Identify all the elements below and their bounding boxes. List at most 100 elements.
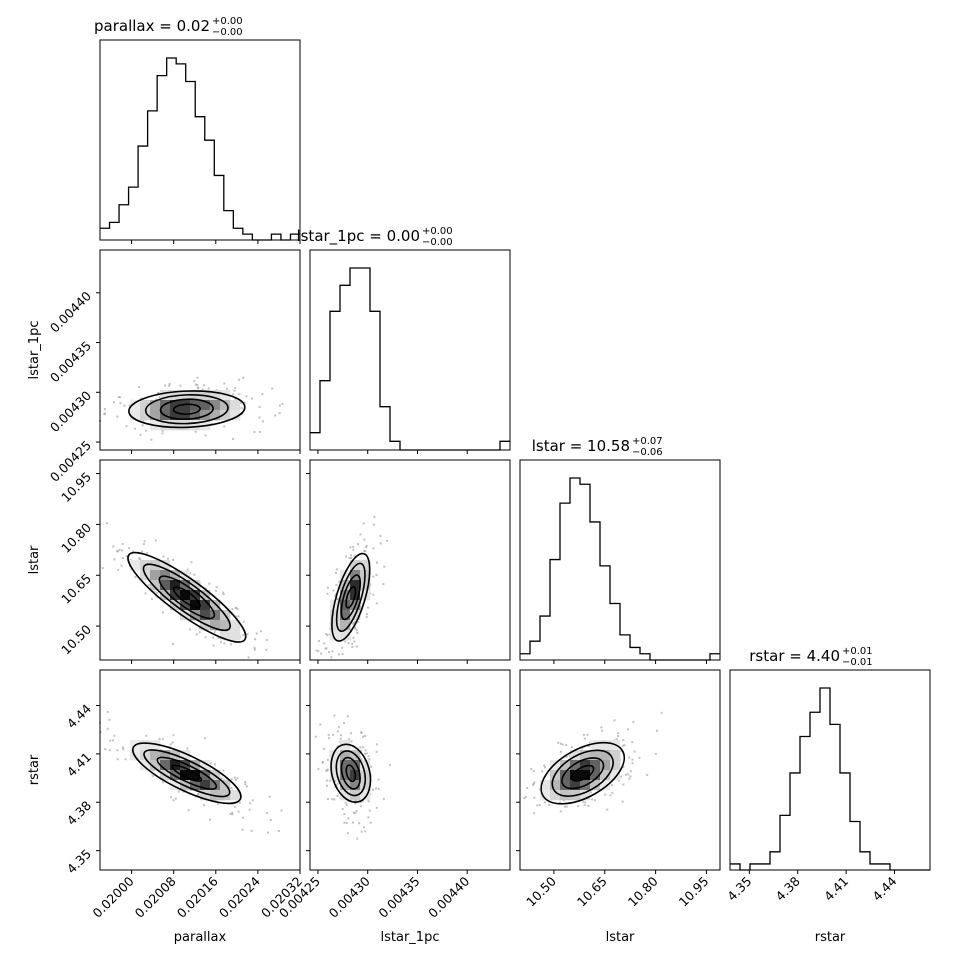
hist-panel-lstar_1pc: lstar_1pc = 0.00 +0.00−0.00 [296,226,511,454]
sample-point [617,779,620,782]
sample-point [240,407,243,410]
sample-point [145,552,148,555]
sample-point [101,567,104,570]
sample-point [356,632,359,635]
density-cell [360,580,371,591]
sample-point [106,727,109,730]
density-cell [150,580,161,591]
sample-point [359,749,362,752]
x-tick-label: 10.95 [676,874,712,910]
sample-point [222,778,225,781]
sample-point [213,631,216,634]
sample-point [128,547,131,550]
histogram-title: rstar = 4.40 [749,647,840,665]
density-cell [180,760,191,771]
density-cell [570,770,581,781]
sample-point [168,383,171,386]
sample-point [336,795,339,798]
sample-point [339,737,342,740]
contour-line [156,756,218,790]
density-cell [150,740,161,751]
histogram-title: lstar_1pc = 0.00 [296,227,420,246]
sample-point [119,396,122,399]
sample-point [372,788,375,791]
sample-point [543,801,546,804]
contour-line [132,742,242,805]
sample-point [326,798,329,801]
sample-point [331,650,334,653]
sample-point [347,817,350,820]
sample-point [604,793,607,796]
density-cell [330,610,341,621]
density-cell [180,770,191,781]
sample-point [151,774,154,777]
sample-point [245,395,248,398]
contour-line [551,749,614,797]
sample-point [230,786,233,789]
sample-point [623,744,626,747]
density-cell [570,780,581,791]
sample-point [337,725,340,728]
sample-point [355,809,358,812]
sample-point [609,794,612,797]
sample-point [143,540,146,543]
sample-point [128,404,131,407]
sample-point [172,559,175,562]
sample-point [334,780,337,783]
sample-point [350,740,353,743]
histogram-title: lstar = 10.58 [532,437,630,455]
y-tick-label: 0.00435 [47,338,94,385]
density-cell [160,750,171,761]
contour-line [330,743,372,803]
sample-point [588,744,591,747]
sample-point [243,401,246,404]
density-cell [580,790,591,801]
sample-point [321,761,324,764]
density-cell [210,600,221,611]
sample-point [148,584,151,587]
sample-point [344,640,347,643]
sample-point [251,799,254,802]
y-axis-label: rstar [27,754,42,785]
sample-point [347,642,350,645]
sample-point [208,582,211,585]
density-cell [200,760,211,771]
sample-point [134,427,137,430]
density-cell [230,790,241,801]
sample-point [201,388,204,391]
sample-point [246,633,249,636]
sample-point [235,615,238,618]
sample-point [360,731,363,734]
sample-point [632,721,635,724]
density-cell [190,590,201,601]
sample-point [121,549,124,552]
sample-point [164,384,167,387]
sample-point [601,729,604,732]
title-lower-error: −0.06 [632,447,663,458]
density-cell [220,390,231,401]
sample-point [559,810,562,813]
density-cell [200,400,211,411]
sample-point [241,816,244,819]
title-upper-error: +0.00 [422,226,453,237]
sample-point [656,729,659,732]
sample-point [333,798,336,801]
sample-point [353,554,356,557]
sample-point [355,629,358,632]
title-upper-error: +0.01 [842,646,873,657]
sample-point [121,746,124,749]
sample-point [125,425,128,428]
sample-point [121,543,124,546]
sample-point [372,547,375,550]
sample-point [235,606,238,609]
sample-point [142,419,145,422]
density-cell [160,560,171,571]
sample-point [322,747,325,750]
sample-point [364,830,367,833]
sample-point [265,648,268,651]
sample-point [118,548,121,551]
sample-point [234,778,237,781]
axes-frame [519,459,721,661]
sample-point [108,749,111,752]
sample-point [253,430,256,433]
